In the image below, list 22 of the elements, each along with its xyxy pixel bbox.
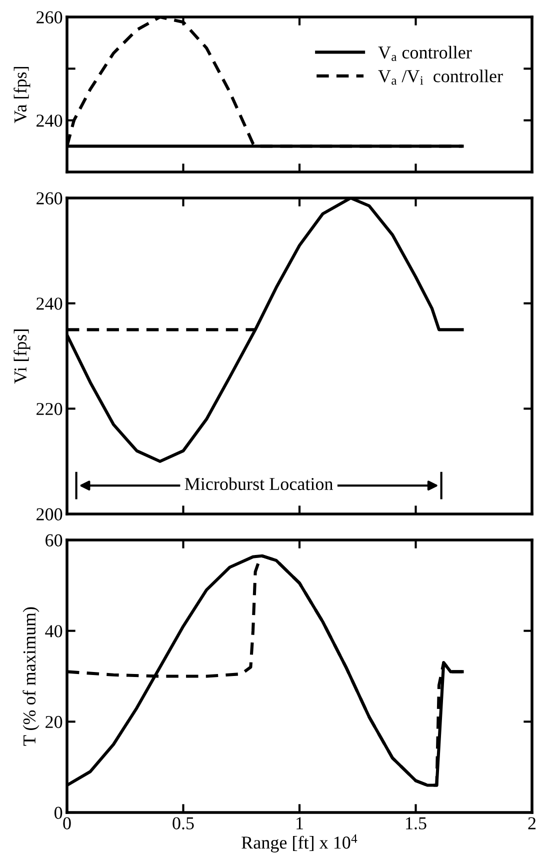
y-tick-label: 260 — [36, 192, 62, 204]
y-axis-title: Vi [fps] — [14, 330, 30, 384]
y-tick-label: 260 — [36, 11, 62, 24]
x-tick-label: 0 — [63, 817, 71, 830]
y-tick-label: 0 — [54, 806, 62, 819]
y-axis-title: Va [fps] — [14, 67, 30, 124]
x-axis-title: Range [ft] x 10$^{4}$ — [242, 834, 358, 852]
y-axis-title: T (% of maximum) — [22, 607, 40, 746]
legend-label: V$_{a}$ controller — [378, 46, 472, 62]
y-tick-label: 60 — [46, 534, 62, 546]
x-tick-label: 1.5 — [406, 817, 426, 830]
y-tick-label: 240 — [36, 114, 62, 127]
y-tick-label: 20 — [46, 716, 62, 728]
x-tick-label: 2 — [528, 817, 536, 830]
y-tick-label: 200 — [36, 508, 62, 520]
y-tick-label: 40 — [45, 625, 62, 638]
x-tick-label: 1 — [296, 817, 303, 830]
y-tick-label: 220 — [36, 402, 62, 416]
legend-label: V$_{a}$ /V$_{i}$ controller — [378, 70, 503, 85]
x-tick-label: 0.5 — [172, 817, 194, 830]
y-tick-label: 240 — [36, 298, 62, 310]
annotation: Microburst Location — [184, 477, 333, 490]
